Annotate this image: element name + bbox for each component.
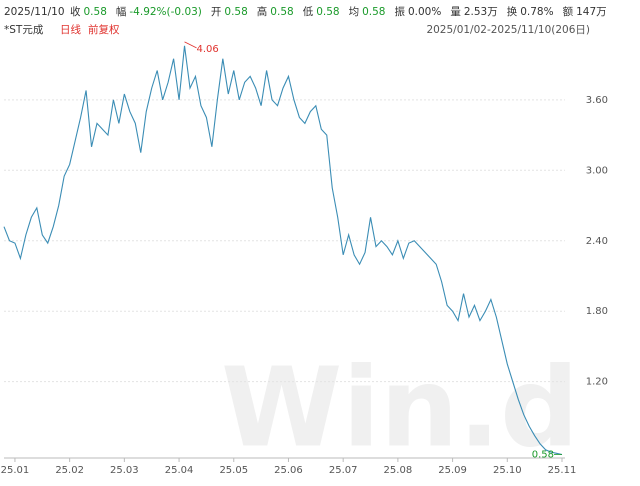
header-value: 0.58 xyxy=(224,6,247,18)
stock-name: *ST元成 xyxy=(4,24,44,36)
max-label: 4.06 xyxy=(197,44,219,55)
header-label: 开 xyxy=(211,6,222,18)
last-label: 0.58 xyxy=(532,449,554,460)
header-value: 0.58 xyxy=(270,6,293,18)
watermark: Win.d xyxy=(221,343,579,471)
x-tick-label: 25.09 xyxy=(438,465,467,476)
y-tick-label: 3.60 xyxy=(586,95,608,106)
x-tick-label: 25.06 xyxy=(274,465,303,476)
y-tick-label: 3.00 xyxy=(586,165,608,176)
header-value: 0.58 xyxy=(362,6,385,18)
price-line xyxy=(3,45,563,456)
header-value: 147万 xyxy=(576,6,607,18)
x-tick-label: 25.07 xyxy=(329,465,358,476)
header-label: 高 xyxy=(257,5,268,18)
header-label: 低 xyxy=(303,5,314,18)
x-tick-label: 25.10 xyxy=(493,465,522,476)
header-label: 收 xyxy=(70,5,81,18)
header-value: 0.00% xyxy=(408,6,441,18)
y-tick-label: 1.80 xyxy=(586,306,608,317)
adjust: 前复权 xyxy=(88,23,120,36)
x-tick-label: 25.04 xyxy=(165,465,194,476)
x-tick-label: 25.11 xyxy=(548,465,577,476)
date-range: 2025/01/02-2025/11/10(206日) xyxy=(426,24,590,36)
header-value: 0.58 xyxy=(316,6,339,18)
header-label: 量 xyxy=(450,6,461,18)
header-label: 均 xyxy=(349,6,360,18)
header-label: 额 xyxy=(563,5,574,18)
max-arrow xyxy=(184,41,197,49)
header-label: 换 xyxy=(507,5,518,18)
x-tick-label: 25.01 xyxy=(1,465,30,476)
x-tick-label: 25.08 xyxy=(384,465,413,476)
header-value: -4.92%(-0.03) xyxy=(129,6,202,18)
header-value: 2.53万 xyxy=(464,6,498,18)
header-value: 0.78% xyxy=(520,6,553,18)
header-label: 振 xyxy=(394,5,405,18)
x-tick-label: 25.02 xyxy=(55,465,84,476)
y-tick-label: 2.40 xyxy=(586,236,608,247)
header-label: 幅 xyxy=(116,5,127,18)
y-tick-label: 1.20 xyxy=(586,377,608,388)
period: 日线 xyxy=(60,23,81,36)
header-value: 0.58 xyxy=(84,6,107,18)
x-tick-label: 25.03 xyxy=(110,465,139,476)
header-date: 2025/11/10 xyxy=(4,6,65,18)
x-tick-label: 25.05 xyxy=(219,465,248,476)
header: 2025/11/10 *ST元成 日线 前复权 2025/01/02-2025/… xyxy=(4,6,590,36)
